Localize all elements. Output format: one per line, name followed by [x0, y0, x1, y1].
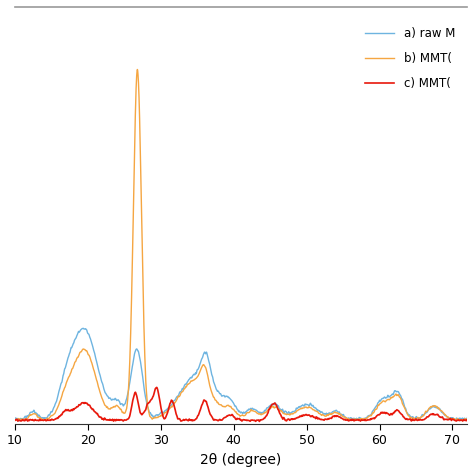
a) raw M	[464, 415, 470, 421]
b) MMT(	[458, 418, 464, 423]
b) MMT(	[135, 67, 140, 73]
c) MMT(	[202, 398, 208, 403]
c) MMT(	[12, 418, 18, 423]
b) MMT(	[202, 364, 208, 369]
c) MMT(	[450, 417, 456, 422]
b) MMT(	[428, 404, 434, 410]
Line: c) MMT(: c) MMT(	[15, 387, 467, 421]
b) MMT(	[450, 416, 456, 421]
Line: b) MMT(: b) MMT(	[15, 70, 467, 420]
b) MMT(	[12, 417, 18, 422]
b) MMT(	[341, 414, 346, 420]
c) MMT(	[154, 384, 160, 390]
a) raw M	[341, 412, 346, 418]
c) MMT(	[227, 412, 233, 418]
b) MMT(	[464, 417, 470, 422]
a) raw M	[206, 358, 211, 364]
Line: a) raw M: a) raw M	[15, 328, 467, 421]
a) raw M	[12, 416, 18, 422]
X-axis label: 2θ (degree): 2θ (degree)	[201, 453, 282, 467]
c) MMT(	[341, 417, 346, 422]
a) raw M	[450, 416, 456, 421]
b) MMT(	[227, 403, 233, 409]
c) MMT(	[256, 419, 262, 424]
a) raw M	[227, 396, 233, 401]
b) MMT(	[206, 377, 211, 383]
c) MMT(	[206, 407, 211, 412]
Legend: a) raw M, b) MMT(, c) MMT(: a) raw M, b) MMT(, c) MMT(	[359, 21, 461, 96]
a) raw M	[80, 326, 86, 331]
c) MMT(	[464, 418, 470, 424]
c) MMT(	[428, 411, 434, 417]
a) raw M	[16, 418, 22, 424]
a) raw M	[202, 350, 208, 356]
a) raw M	[428, 405, 434, 411]
